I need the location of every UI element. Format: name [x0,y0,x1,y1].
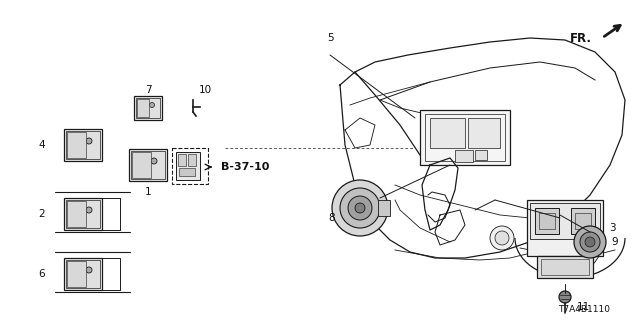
Bar [537,256,593,278]
Circle shape [559,291,571,303]
Circle shape [585,237,595,247]
Bar [455,150,473,162]
Bar [468,118,500,148]
Text: 9: 9 [612,237,618,247]
Text: 7: 7 [145,85,151,95]
Text: FR.: FR. [570,31,592,44]
Bar [475,150,487,160]
Bar [65,258,120,290]
Circle shape [340,188,380,228]
Circle shape [490,226,514,250]
Text: 11: 11 [577,302,589,312]
Bar [541,259,589,275]
Bar [66,260,100,288]
Text: 6: 6 [38,269,45,279]
Bar [176,152,200,180]
Bar [129,149,167,181]
Text: 4: 4 [38,140,45,150]
Bar [64,258,102,290]
Bar [425,114,505,161]
Bar [571,208,595,234]
Bar [131,151,165,179]
Text: T7A4B1110: T7A4B1110 [558,306,610,315]
Bar [539,213,555,229]
Text: 10: 10 [198,85,212,95]
Bar [575,213,591,229]
Circle shape [552,224,588,260]
Bar [64,198,102,230]
Text: 5: 5 [326,33,333,43]
Bar [134,96,162,120]
Circle shape [495,231,509,245]
Circle shape [86,267,92,273]
Bar [430,118,465,148]
Text: 8: 8 [329,213,335,223]
Text: B-37-10: B-37-10 [221,162,269,172]
Text: 2: 2 [38,209,45,219]
Bar [65,198,120,230]
Bar [66,131,100,159]
Bar [378,200,390,216]
Circle shape [538,210,602,274]
Circle shape [86,138,92,144]
Bar [66,200,100,228]
Circle shape [348,196,372,220]
Text: 3: 3 [609,223,615,233]
Bar [67,201,86,227]
Bar [172,148,208,184]
Bar [530,203,600,239]
Bar [188,154,196,166]
Bar [137,99,149,117]
Bar [527,200,603,256]
Bar [535,208,559,234]
Circle shape [150,102,154,108]
Bar [67,132,86,158]
Circle shape [332,180,388,236]
Text: 1: 1 [145,187,151,197]
Bar [179,168,195,176]
Circle shape [574,226,606,258]
Circle shape [355,203,365,213]
Bar [132,152,151,178]
Bar [178,154,186,166]
Bar [64,129,102,161]
Circle shape [86,207,92,213]
Bar [136,98,160,118]
Circle shape [580,232,600,252]
Circle shape [151,158,157,164]
Bar [420,110,510,165]
Bar [67,261,86,287]
